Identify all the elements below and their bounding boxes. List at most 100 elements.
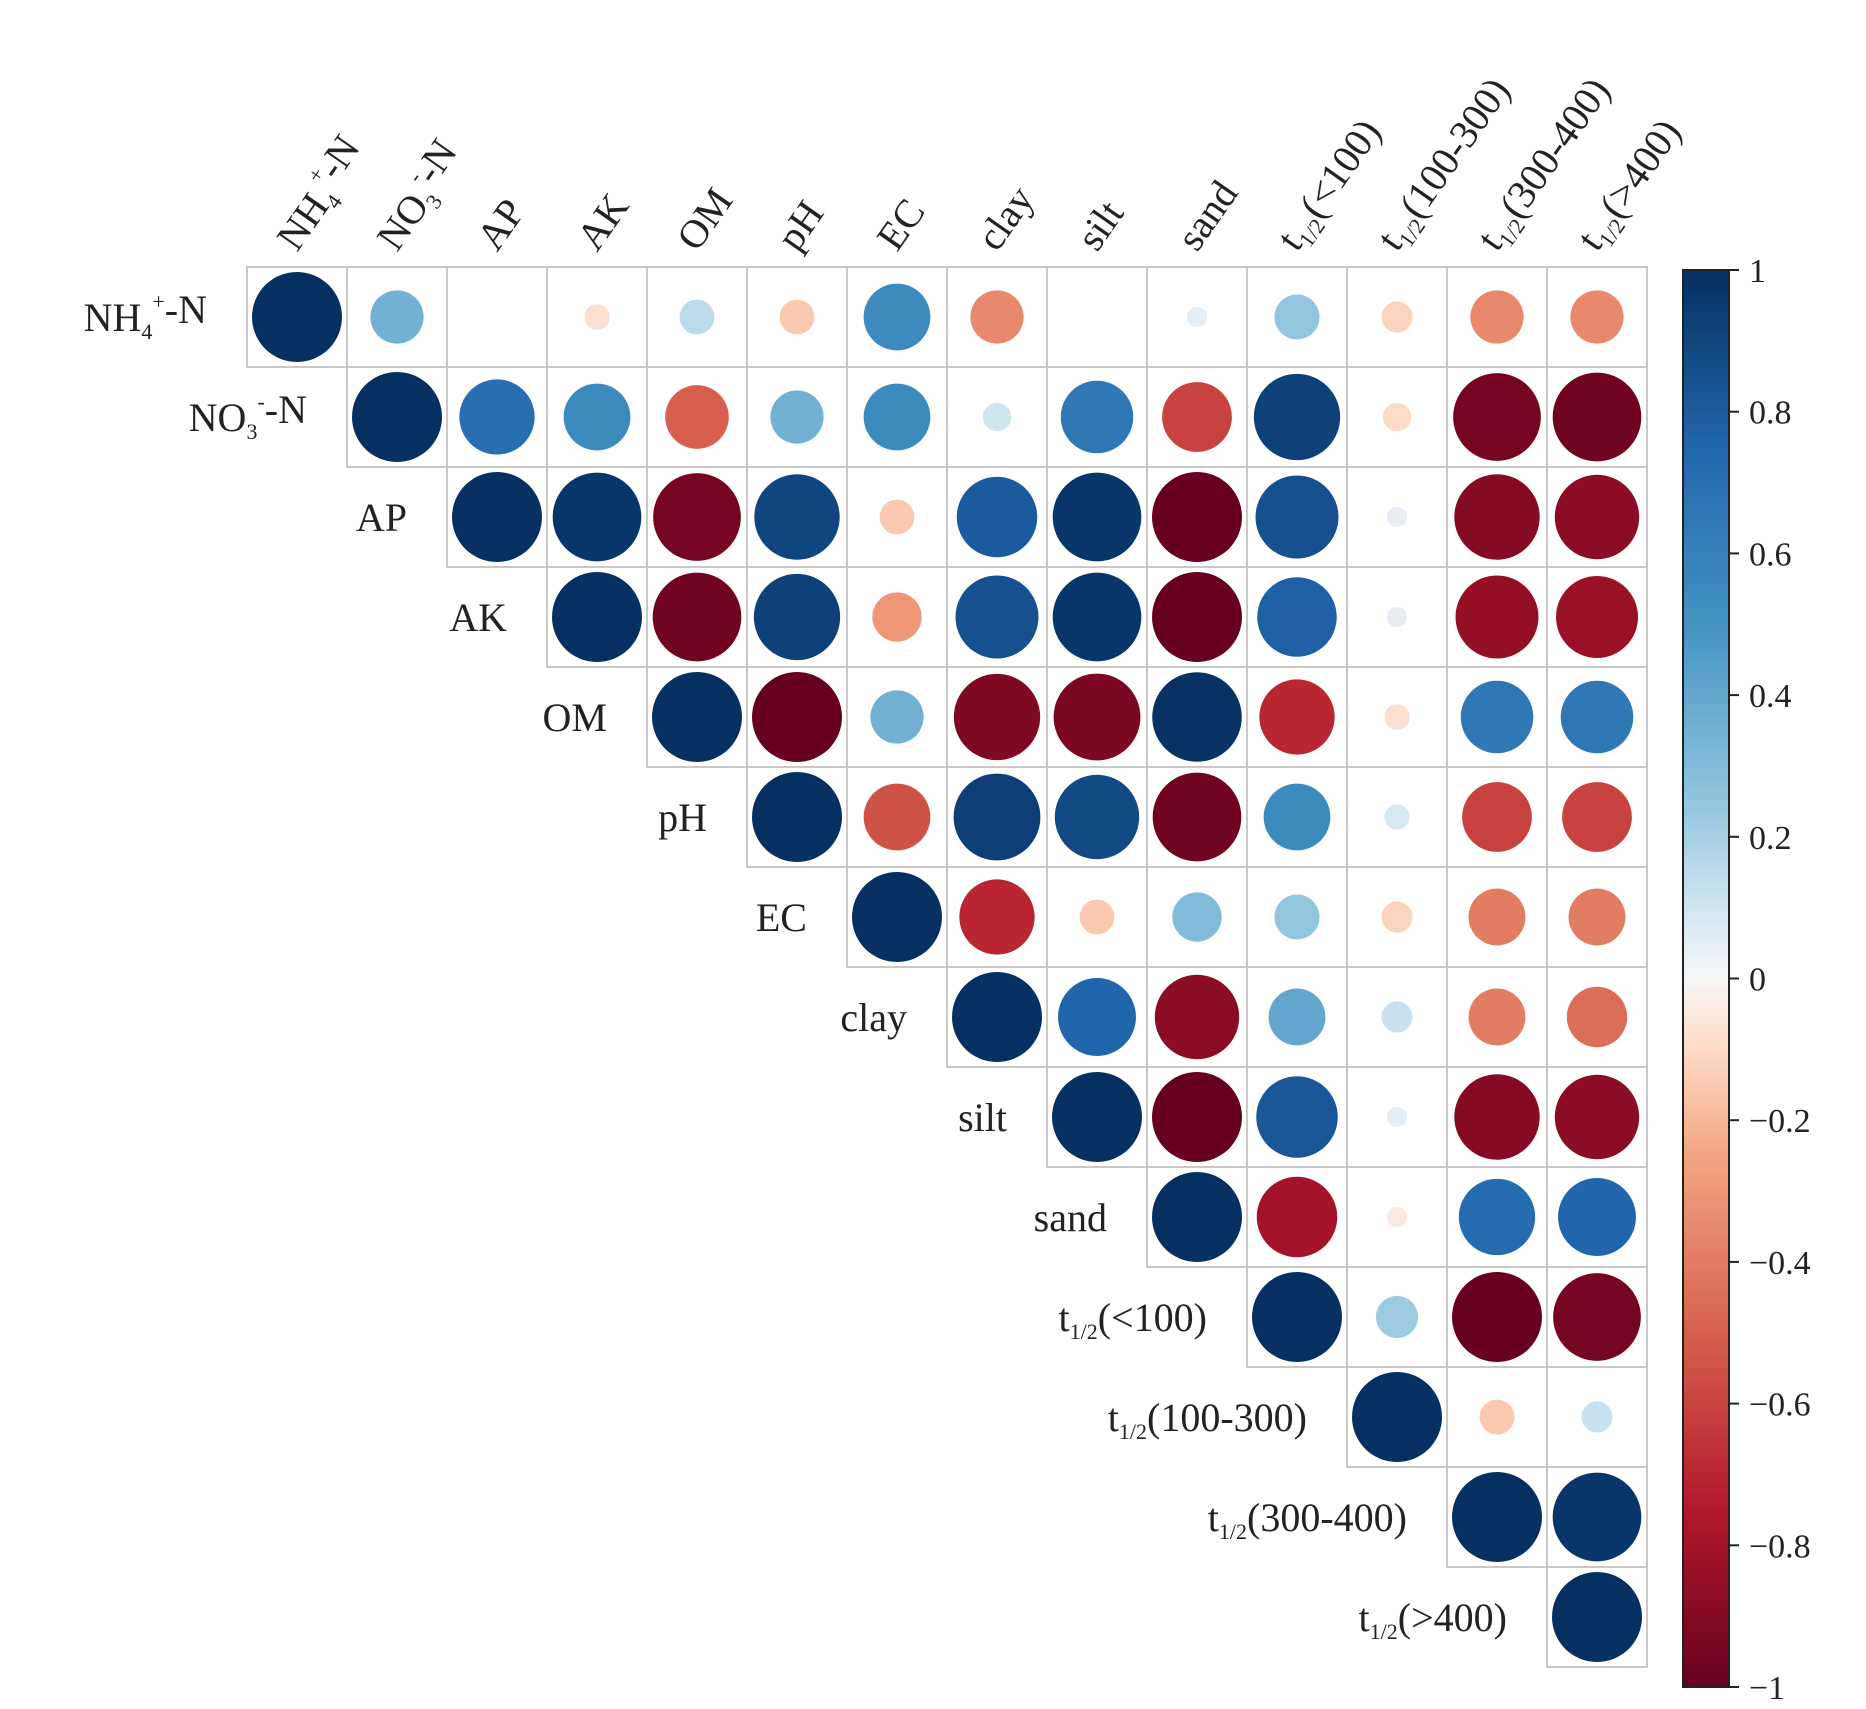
circle-no3-n-ap: [459, 379, 535, 455]
circle-silt-t1-2-300-400: [1454, 1074, 1540, 1160]
colorbar: 1 0.8 0.6 0.4 0.2 0 −0.2 −0.4 −0.6 −0.8 −1: [1682, 253, 1811, 1707]
circle-no3-n-ak: [563, 383, 631, 451]
circle-ap-t1-2-100-300: [1386, 506, 1408, 528]
circle-no3-n-t1-2-400: [1552, 372, 1642, 462]
circle-ap-t1-2-100: [1255, 475, 1339, 559]
circle-t1-2-100-t1-2-100-300: [1375, 1295, 1419, 1339]
circle-clay-t1-2-400: [1566, 986, 1628, 1048]
circle-nh4-n-ak: [584, 304, 610, 330]
circle-ec-t1-2-100: [1274, 894, 1320, 940]
row-label-no3-n: NO3--N: [189, 387, 307, 444]
circle-ap-ec: [879, 499, 915, 535]
circle-ap-ph: [754, 474, 840, 560]
circle-no3-n-silt: [1060, 380, 1134, 454]
col-label-om: OM: [668, 180, 742, 259]
colorbar-tick-label: −0.6: [1749, 1387, 1811, 1424]
row-label-sand: sand: [1034, 1195, 1107, 1240]
row-label-ec: EC: [756, 895, 807, 940]
circle-silt-silt: [1052, 1072, 1142, 1162]
circle-sand-t1-2-100-300: [1386, 1206, 1408, 1228]
circle-t1-2-100-t1-2-100: [1252, 1272, 1342, 1362]
cell-nh4-n-ap: [446, 266, 548, 368]
row-label-ak: AK: [449, 595, 507, 640]
circle-silt-t1-2-400: [1554, 1074, 1640, 1160]
circle-ph-t1-2-300-400: [1462, 782, 1532, 852]
circle-sand-sand: [1152, 1172, 1242, 1262]
circle-t1-2-100-t1-2-400: [1553, 1273, 1641, 1361]
col-label-nh4-n: NH4+-N: [261, 127, 378, 261]
circle-nh4-n-nh4-n: [252, 272, 342, 362]
circle-nh4-n-t1-2-100-300: [1381, 301, 1413, 333]
circle-ap-silt: [1052, 472, 1142, 562]
circle-clay-t1-2-300-400: [1468, 988, 1526, 1046]
row-label-t1-2-400: t1/2(>400): [1359, 1595, 1507, 1644]
circle-om-om: [652, 672, 742, 762]
col-label-ap: AP: [468, 190, 534, 258]
circle-om-ph: [752, 672, 842, 762]
row-label-clay: clay: [840, 995, 907, 1040]
circle-ak-sand: [1152, 572, 1242, 662]
circle-nh4-n-t1-2-300-400: [1470, 290, 1524, 344]
circle-ec-clay: [959, 879, 1035, 955]
circle-nh4-n-no3-n: [370, 290, 424, 344]
circle-ak-ec: [872, 592, 922, 642]
circle-silt-sand: [1152, 1072, 1242, 1162]
colorbar-tick-label: 0.4: [1749, 678, 1792, 715]
circle-no3-n-t1-2-300-400: [1453, 373, 1541, 461]
circle-silt-t1-2-100: [1256, 1076, 1338, 1158]
colorbar-tick-label: 0.8: [1749, 395, 1792, 432]
circle-om-t1-2-400: [1560, 680, 1634, 754]
correlation-circles: [252, 272, 1642, 1662]
col-label-sand: sand: [1168, 172, 1247, 258]
circle-ph-t1-2-100: [1263, 783, 1331, 851]
circle-om-clay: [953, 673, 1041, 761]
circle-om-ec: [870, 690, 924, 744]
circle-ap-sand: [1152, 472, 1242, 562]
colorbar-tick-label: −0.8: [1749, 1528, 1811, 1565]
circle-ap-clay: [956, 476, 1038, 558]
circle-no3-n-ph: [770, 390, 824, 444]
circle-clay-clay: [952, 972, 1042, 1062]
circle-no3-n-t1-2-100: [1253, 373, 1341, 461]
colorbar-gradient: [1682, 269, 1730, 1688]
circle-ak-t1-2-100: [1257, 577, 1337, 657]
circle-t1-2-300-400-t1-2-400: [1552, 1472, 1642, 1562]
circle-t1-2-300-400-t1-2-300-400: [1452, 1472, 1542, 1562]
row-label-silt: silt: [958, 1095, 1007, 1140]
colorbar-tick-label: 0.2: [1749, 820, 1792, 857]
col-label-no3-n: NO3--N: [361, 131, 476, 261]
circle-silt-t1-2-100-300: [1386, 1106, 1408, 1128]
colorbar-tick-label: 0.6: [1749, 536, 1792, 573]
circle-om-silt: [1053, 673, 1141, 761]
circle-nh4-n-ec: [863, 283, 931, 351]
col-label-ph: pH: [768, 192, 833, 258]
row-label-t1-2-100: t1/2(<100): [1059, 1295, 1207, 1344]
circle-ph-sand: [1152, 772, 1242, 862]
circle-t1-2-100-300-t1-2-100-300: [1352, 1372, 1442, 1462]
circle-ph-ec: [863, 783, 931, 851]
row-labels: NH4+-N NO3--N AP AK OM pH EC clay silt sand t1/2(<…: [84, 287, 1507, 1644]
col-label-ec: EC: [868, 190, 934, 258]
circle-om-t1-2-300-400: [1460, 680, 1534, 754]
col-label-silt: silt: [1068, 192, 1133, 258]
circle-ak-t1-2-100-300: [1386, 606, 1408, 628]
circle-ak-t1-2-400: [1556, 576, 1638, 658]
circle-ec-t1-2-300-400: [1468, 888, 1526, 946]
circle-sand-t1-2-100: [1256, 1176, 1338, 1258]
circle-ec-ec: [852, 872, 942, 962]
row-label-om: OM: [543, 695, 607, 740]
circle-ec-t1-2-100-300: [1381, 901, 1413, 933]
circle-ec-silt: [1079, 899, 1115, 935]
circle-ph-ph: [752, 772, 842, 862]
circle-ak-clay: [955, 575, 1039, 659]
colorbar-tick-label: −0.2: [1749, 1103, 1811, 1140]
colorbar-tick-label: −1: [1749, 1670, 1785, 1707]
circle-ak-silt: [1052, 572, 1142, 662]
colorbar-tick-label: −0.4: [1749, 1245, 1811, 1282]
circle-om-t1-2-100: [1259, 679, 1335, 755]
circle-clay-silt: [1058, 978, 1136, 1056]
circle-clay-t1-2-100: [1268, 988, 1326, 1046]
circle-t1-2-400-t1-2-400: [1552, 1572, 1642, 1662]
circle-nh4-n-t1-2-100: [1274, 294, 1320, 340]
